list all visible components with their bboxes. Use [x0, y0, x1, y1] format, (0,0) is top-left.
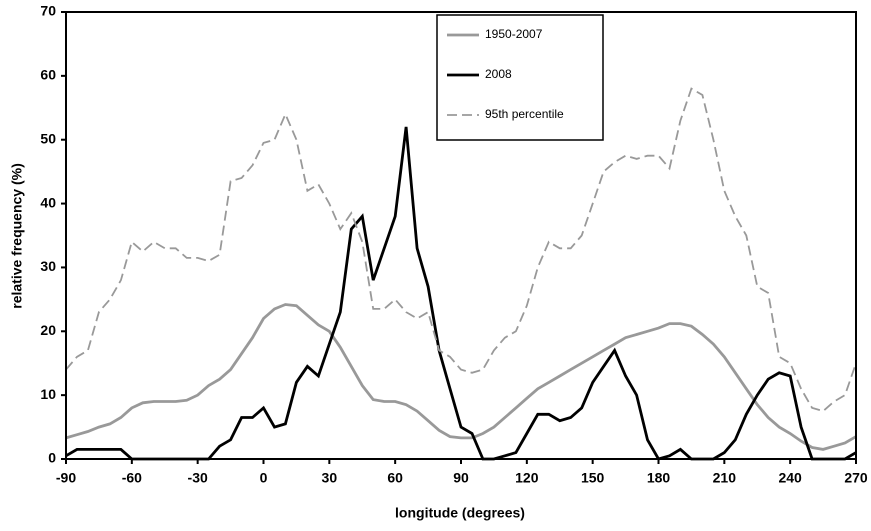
x-tick-label: -60	[122, 470, 142, 486]
y-tick-label: 70	[40, 3, 56, 19]
x-tick-label: 210	[713, 470, 737, 486]
x-tick-label: 30	[322, 470, 338, 486]
x-tick-label: 240	[778, 470, 802, 486]
x-tick-label: -90	[56, 470, 76, 486]
y-tick-label: 10	[40, 386, 56, 402]
x-tick-label: 180	[647, 470, 671, 486]
x-tick-label: 270	[844, 470, 868, 486]
legend-label: 95th percentile	[485, 107, 564, 121]
x-tick-label: 0	[260, 470, 268, 486]
legend-label: 2008	[485, 67, 512, 81]
series-line	[65, 126, 857, 461]
series-line	[65, 303, 857, 451]
legend: 1950-2007 2008 95th percentile	[436, 14, 604, 141]
y-tick-label: 60	[40, 67, 56, 83]
x-tick-label: 120	[515, 470, 539, 486]
y-tick-label: 0	[48, 450, 56, 466]
x-axis-label: longitude (degrees)	[395, 505, 525, 521]
legend-label: 1950-2007	[485, 27, 543, 41]
y-tick-label: 30	[40, 258, 56, 274]
series-line	[65, 87, 857, 413]
y-tick-label: 40	[40, 194, 56, 210]
x-tick-label: 150	[581, 470, 605, 486]
x-tick-label: 90	[453, 470, 469, 486]
x-tick-label: 60	[387, 470, 403, 486]
y-axis-label: relative frequency (%)	[9, 163, 25, 309]
plot-frame	[65, 11, 857, 460]
y-tick-label: 50	[40, 130, 56, 146]
y-tick-label: 20	[40, 322, 56, 338]
x-tick-label: -30	[188, 470, 208, 486]
